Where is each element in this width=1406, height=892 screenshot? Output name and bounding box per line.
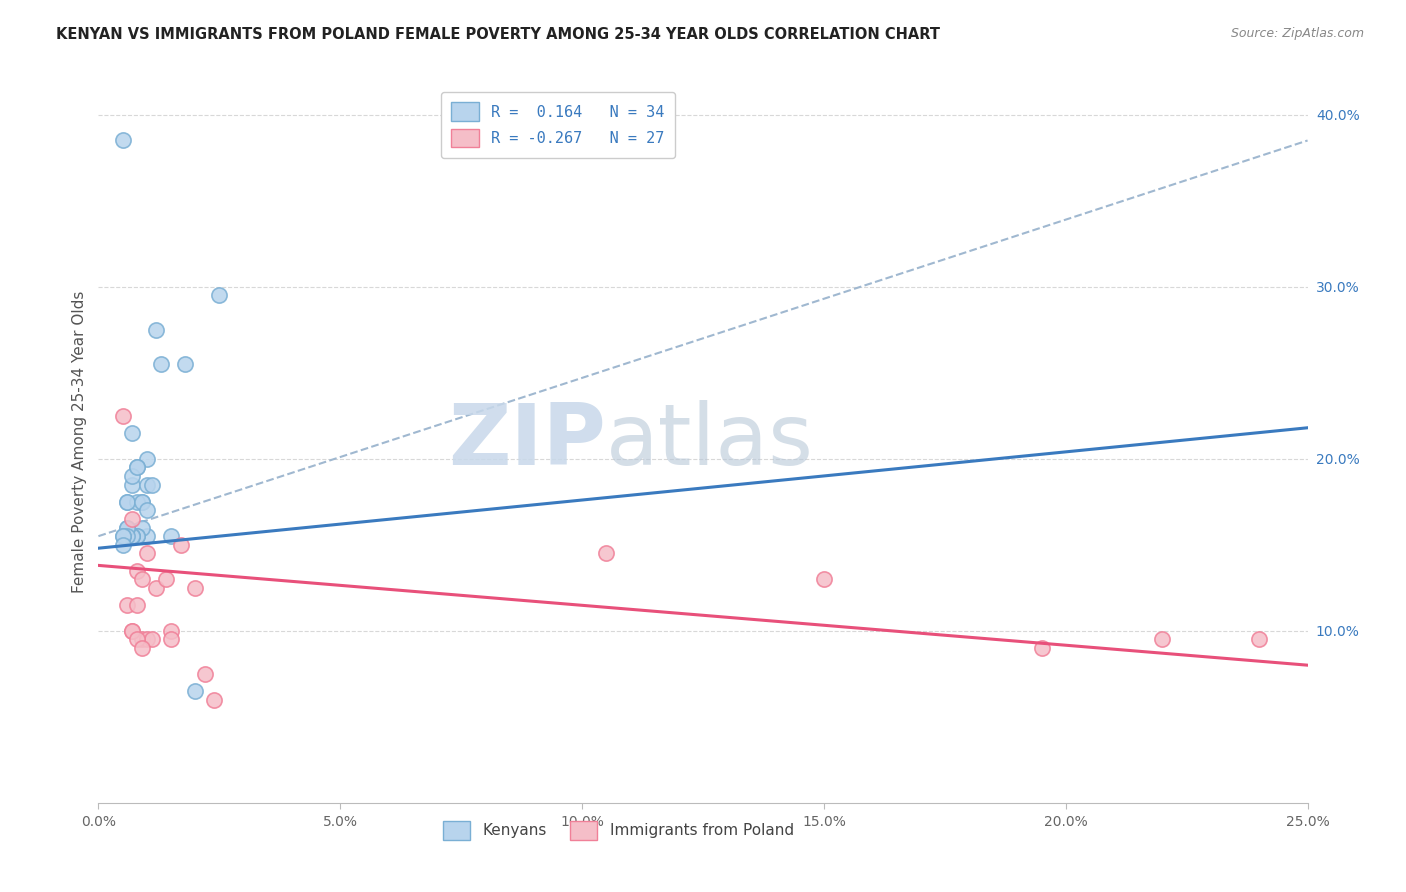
Point	[121, 624, 143, 638]
Point	[145, 323, 167, 337]
Point	[111, 529, 134, 543]
Point	[127, 529, 149, 543]
Point	[141, 632, 163, 647]
Point	[184, 581, 207, 595]
Point	[117, 520, 139, 534]
Text: KENYAN VS IMMIGRANTS FROM POLAND FEMALE POVERTY AMONG 25-34 YEAR OLDS CORRELATIO: KENYAN VS IMMIGRANTS FROM POLAND FEMALE …	[56, 27, 941, 42]
Text: ZIP: ZIP	[449, 400, 606, 483]
Point	[155, 572, 177, 586]
Point	[145, 581, 167, 595]
Point	[131, 494, 153, 508]
Point	[135, 477, 157, 491]
Point	[160, 632, 183, 647]
Point	[131, 572, 153, 586]
Point	[208, 288, 231, 302]
Point	[117, 494, 139, 508]
Point	[117, 598, 139, 612]
Point	[813, 572, 835, 586]
Point	[117, 529, 139, 543]
Point	[160, 529, 183, 543]
Point	[1031, 640, 1053, 655]
Point	[1249, 632, 1271, 647]
Point	[131, 632, 153, 647]
Point	[127, 598, 149, 612]
Point	[131, 640, 153, 655]
Point	[127, 460, 149, 475]
Point	[117, 494, 139, 508]
Point	[121, 469, 143, 483]
Point	[141, 477, 163, 491]
Point	[111, 529, 134, 543]
Point	[135, 546, 157, 560]
Point	[121, 529, 143, 543]
Point	[135, 503, 157, 517]
Point	[184, 684, 207, 698]
Point	[121, 624, 143, 638]
Point	[111, 409, 134, 423]
Legend: Kenyans, Immigrants from Poland: Kenyans, Immigrants from Poland	[437, 815, 800, 846]
Point	[127, 494, 149, 508]
Point	[127, 564, 149, 578]
Point	[127, 632, 149, 647]
Point	[121, 529, 143, 543]
Point	[121, 425, 143, 440]
Point	[160, 624, 183, 638]
Point	[117, 520, 139, 534]
Point	[111, 133, 134, 147]
Text: atlas: atlas	[606, 400, 814, 483]
Point	[127, 529, 149, 543]
Point	[194, 666, 217, 681]
Point	[111, 538, 134, 552]
Point	[121, 477, 143, 491]
Point	[595, 546, 617, 560]
Point	[135, 632, 157, 647]
Point	[174, 357, 197, 371]
Point	[135, 529, 157, 543]
Point	[150, 357, 173, 371]
Text: Source: ZipAtlas.com: Source: ZipAtlas.com	[1230, 27, 1364, 40]
Point	[131, 520, 153, 534]
Point	[204, 692, 226, 706]
Point	[131, 494, 153, 508]
Point	[121, 529, 143, 543]
Point	[1152, 632, 1174, 647]
Point	[135, 451, 157, 466]
Point	[121, 512, 143, 526]
Y-axis label: Female Poverty Among 25-34 Year Olds: Female Poverty Among 25-34 Year Olds	[72, 291, 87, 592]
Point	[169, 538, 191, 552]
Point	[127, 460, 149, 475]
